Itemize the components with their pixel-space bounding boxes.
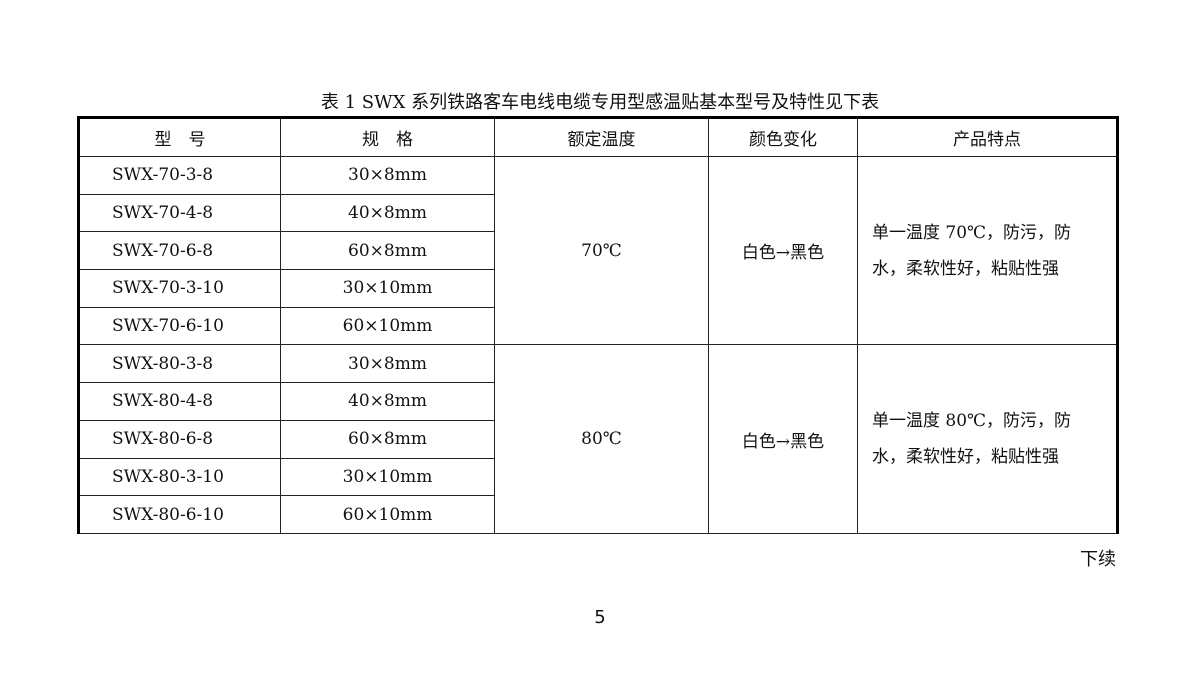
spec-cell: 60×8mm (280, 419, 495, 459)
table-row: SWX-70-4-8 40×8mm (78, 193, 1118, 233)
temperature-cell: 70℃ (494, 155, 709, 346)
model-cell: SWX-70-3-8 (78, 156, 281, 195)
spec-cell: 60×10mm (280, 306, 495, 346)
temperature-cell: 80℃ (494, 344, 709, 534)
features-line: 单一温度 70℃，防污，防 (872, 222, 1072, 243)
features-cell: 单一温度 80℃，防污，防 水，柔软性好，粘贴性强 (857, 344, 1118, 534)
features-cell: 单一温度 70℃，防污，防 水，柔软性好，粘贴性强 (857, 155, 1118, 346)
table-row: SWX-70-6-8 60×8mm (78, 231, 1118, 271)
model-cell: SWX-70-3-10 (78, 269, 281, 308)
model-cell: SWX-80-3-8 (78, 344, 281, 384)
table-row: SWX-80-6-10 60×10mm (78, 495, 1118, 534)
spec-cell: 30×8mm (280, 344, 495, 384)
features-line: 单一温度 80℃，防污，防 (872, 411, 1072, 432)
table-row: SWX-80-4-8 40×8mm (78, 382, 1118, 421)
features-line: 水，柔软性好，粘贴性强 (872, 447, 1059, 468)
model-cell: SWX-70-6-8 (78, 231, 281, 271)
table-caption: 表 1 SWX 系列铁路客车电线电缆专用型感温贴基本型号及特性见下表 (320, 92, 880, 113)
spec-cell: 30×8mm (280, 156, 495, 195)
model-cell: SWX-80-6-8 (78, 419, 281, 459)
model-cell: SWX-80-4-8 (78, 382, 281, 421)
continued-label: 下续 (1080, 549, 1116, 570)
model-cell: SWX-80-3-10 (78, 457, 281, 497)
table-row: SWX-80-3-8 30×8mm 80℃ 白色→黑色 单一温度 80℃，防污，防 水，柔… (78, 344, 1118, 534)
header-features: 产品特点 (857, 117, 1118, 157)
spec-cell: 30×10mm (280, 269, 495, 308)
features-line: 水，柔软性好，粘贴性强 (872, 258, 1059, 279)
table-row: SWX-80-6-8 60×8mm (78, 419, 1118, 459)
spec-cell: 30×10mm (280, 457, 495, 497)
table-row: SWX-70-3-10 30×10mm (78, 269, 1118, 308)
spec-cell: 60×8mm (280, 231, 495, 271)
color-change-cell: 白色→黑色 (708, 344, 858, 534)
header-color-change: 颜色变化 (708, 117, 858, 157)
model-cell: SWX-80-6-10 (78, 495, 281, 534)
product-table: 型 号 规 格 额定温度 颜色变化 产品特点 SWX-70-3-8 30×8mm 7… (77, 116, 1119, 534)
spec-cell: 40×8mm (280, 382, 495, 421)
page-number: 5 (594, 607, 606, 628)
table-header-row: 型 号 规 格 额定温度 颜色变化 产品特点 (78, 117, 1118, 157)
header-model: 型 号 (78, 117, 281, 157)
table-row: SWX-80-3-10 30×10mm (78, 457, 1118, 497)
spec-cell: 60×10mm (280, 495, 495, 534)
table-row: SWX-70-6-10 60×10mm (78, 306, 1118, 346)
color-change-cell: 白色→黑色 (708, 155, 858, 346)
header-spec: 规 格 (280, 117, 495, 157)
model-cell: SWX-70-6-10 (78, 306, 281, 346)
header-temperature: 额定温度 (494, 117, 709, 157)
spec-cell: 40×8mm (280, 193, 495, 233)
model-cell: SWX-70-4-8 (78, 193, 281, 233)
table-row: SWX-70-3-8 30×8mm 70℃ 白色→黑色 单一温度 70℃，防污，防 水，柔… (78, 155, 1118, 346)
